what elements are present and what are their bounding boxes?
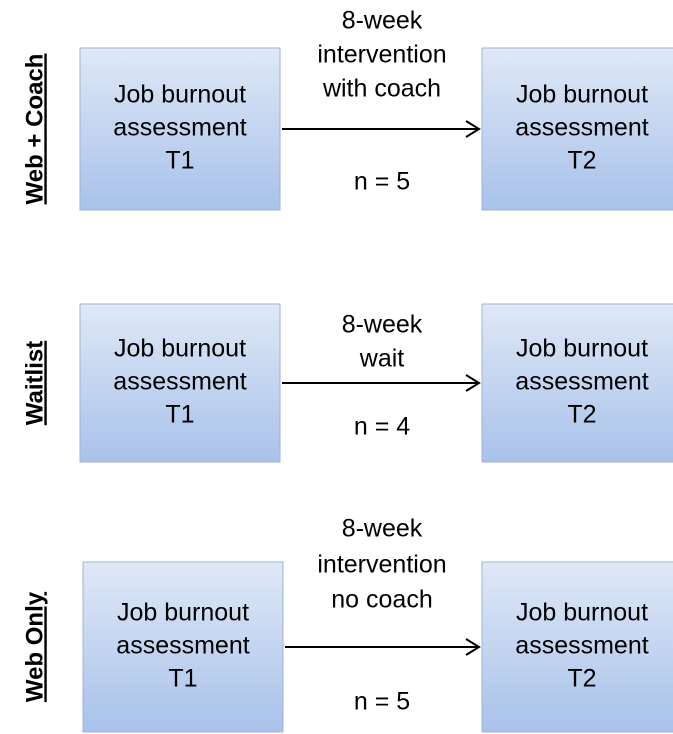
sample-size: n = 5 (354, 168, 410, 196)
box-text: assessment (116, 632, 249, 660)
arrow-label: 8-week (342, 311, 423, 339)
box-text: assessment (113, 114, 246, 142)
box (79, 47, 281, 211)
arrow-label: intervention (317, 551, 446, 579)
box-text: T2 (567, 401, 596, 429)
box-text: Job burnout (114, 81, 246, 109)
box-text: T1 (168, 665, 197, 693)
box-text: T2 (567, 147, 596, 175)
box (481, 303, 673, 463)
box-text: assessment (515, 632, 648, 660)
box-text: T2 (567, 665, 596, 693)
box-text: Job burnout (516, 335, 648, 363)
box (481, 561, 673, 733)
arrow-label: wait (359, 345, 405, 373)
box (79, 303, 281, 463)
box-text: assessment (515, 368, 648, 396)
box (82, 561, 284, 733)
box-text: Job burnout (114, 335, 246, 363)
box-text: Job burnout (516, 81, 648, 109)
sample-size: n = 5 (354, 688, 410, 716)
group-label: Web Only (21, 591, 48, 702)
arrow-label: no coach (331, 586, 432, 614)
box-text: assessment (113, 368, 246, 396)
arrow-head (465, 120, 481, 138)
arrow-label: 8-week (342, 515, 423, 543)
box-text: Job burnout (117, 599, 249, 627)
box-text: T1 (165, 401, 194, 429)
arrow-label: intervention (317, 41, 446, 69)
box-text: Job burnout (516, 599, 648, 627)
arrow-label: with coach (322, 75, 441, 103)
arrow-head (465, 374, 481, 392)
arrow-head (465, 638, 481, 656)
group-label: Web + Coach (21, 54, 48, 205)
box-text: assessment (515, 114, 648, 142)
box (481, 47, 673, 211)
group-label: Waitlist (21, 341, 48, 425)
box-text: T1 (165, 147, 194, 175)
sample-size: n = 4 (354, 413, 410, 441)
arrow-label: 8-week (342, 7, 423, 35)
